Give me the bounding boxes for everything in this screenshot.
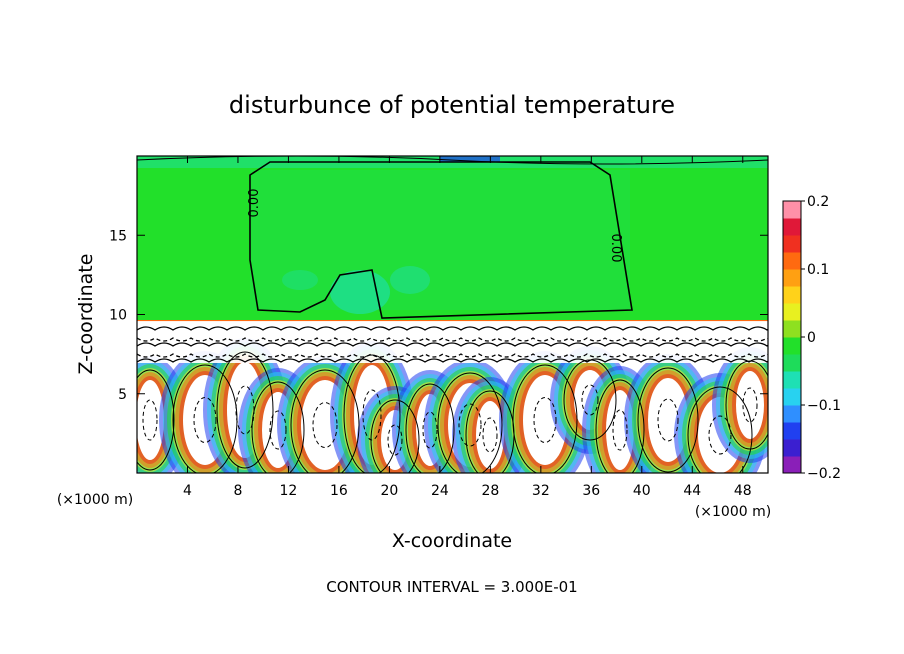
x-tick-label: 28 (481, 483, 499, 499)
colorbar-swatch (783, 388, 801, 406)
colorbar-tick-label: −0.2 (807, 466, 841, 482)
x-axis-ticks: 4 8 12 16 20 24 28 32 36 40 44 48 (183, 156, 752, 499)
colorbar-swatch (783, 439, 801, 457)
contour-line (137, 369, 175, 471)
colorbar-swatch (783, 252, 801, 270)
contour-interval-note: CONTOUR INTERVAL = 3.000E-01 (326, 578, 577, 596)
colorbar (782, 200, 802, 474)
contour-line-negative (193, 397, 217, 443)
contour-label: 0.00 (247, 189, 262, 218)
contour-line (725, 360, 768, 450)
x-tick-label: 24 (431, 483, 449, 499)
colorbar-swatch (783, 235, 801, 253)
chart-title: disturbunce of potential temperature (229, 91, 675, 119)
convection-cell-core (736, 371, 764, 439)
contour-line (137, 342, 768, 347)
convection-cells (137, 321, 768, 473)
contour-line-negative (362, 389, 382, 441)
contour-line (405, 383, 455, 473)
contour-line (343, 354, 401, 473)
y-tick-label: 15 (109, 228, 127, 244)
contour-line (137, 358, 768, 363)
contour-line (137, 353, 768, 358)
x-tick-label: 20 (380, 483, 398, 499)
contour-line (437, 372, 503, 473)
contour-line-negative (422, 411, 438, 449)
contour-line-negative (312, 402, 338, 448)
colorbar-swatch (783, 337, 801, 355)
contour-line-negative (533, 397, 557, 443)
contour-line-negative (269, 410, 287, 450)
colorbar-swatch (783, 286, 801, 304)
plume-anomaly (390, 266, 430, 294)
x-tick-label: 36 (582, 483, 600, 499)
x-tick-label: 16 (330, 483, 348, 499)
x-tick-label: 32 (532, 483, 550, 499)
colorbar-swatch (783, 371, 801, 389)
colorbar-swatch (783, 201, 801, 219)
contour-line (512, 364, 578, 473)
colorbar-swatch (783, 320, 801, 338)
contour-line-negative (708, 415, 732, 455)
contour-line (137, 337, 768, 342)
colorbar-tick-label: −0.1 (807, 398, 841, 414)
colorbar-tick-label: 0.2 (807, 194, 829, 210)
contour-line-negative (458, 403, 482, 447)
upper-layer-field (137, 156, 768, 321)
contour-line (637, 367, 699, 473)
contour-line-negative (142, 399, 158, 441)
contour-line-negative (387, 424, 403, 456)
colorbar-swatch (783, 422, 801, 440)
contour-line (595, 379, 645, 473)
contour-line (290, 369, 360, 473)
x-tick-label: 4 (183, 483, 192, 499)
y-axis-ticks: 5 10 15 (109, 228, 768, 403)
contour-line-negative (612, 409, 628, 451)
y-tick-label: 5 (118, 387, 127, 403)
colorbar-swatch (783, 354, 801, 372)
contour-line (370, 399, 420, 473)
x-unit-left: (×1000 m) (57, 492, 133, 508)
x-tick-label: 8 (233, 483, 242, 499)
colorbar-swatch (783, 405, 801, 423)
y-axis-label: Z-coordinate (75, 254, 97, 375)
contour-line (687, 386, 753, 473)
contour-line (137, 326, 768, 331)
x-axis-label: X-coordinate (392, 530, 512, 552)
contour-line-negative (482, 417, 498, 453)
colorbar-ticks: 0.2 0.1 0 −0.1 −0.2 (801, 194, 841, 482)
plume-anomaly (282, 270, 318, 290)
x-tick-label: 40 (633, 483, 651, 499)
x-unit-right: (×1000 m) (695, 504, 771, 520)
contour-line-negative (581, 384, 599, 416)
zero-contour (249, 161, 633, 319)
contour-label: 0.00 (608, 234, 623, 263)
colorbar-swatch (783, 269, 801, 287)
convection-cell-core (137, 380, 164, 460)
contour-line-negative (742, 387, 758, 423)
contour-lines (137, 156, 768, 473)
top-boundary-anomaly (440, 156, 500, 162)
contour-line (251, 381, 305, 473)
y-tick-label: 10 (109, 308, 127, 324)
colorbar-swatch (783, 303, 801, 321)
contour-line (216, 351, 274, 469)
contour-line-negative (657, 398, 679, 442)
x-tick-label: 12 (280, 483, 298, 499)
upper-layer-tint (250, 170, 630, 310)
colorbar-swatch (783, 218, 801, 236)
colorbar-swatch (783, 456, 801, 474)
x-tick-label: 44 (683, 483, 701, 499)
plot-area (137, 156, 768, 473)
colorbar-tick-label: 0.1 (807, 262, 829, 278)
colorbar-tick-label: 0 (807, 330, 816, 346)
contour-line (563, 359, 617, 441)
x-tick-label: 48 (734, 483, 752, 499)
